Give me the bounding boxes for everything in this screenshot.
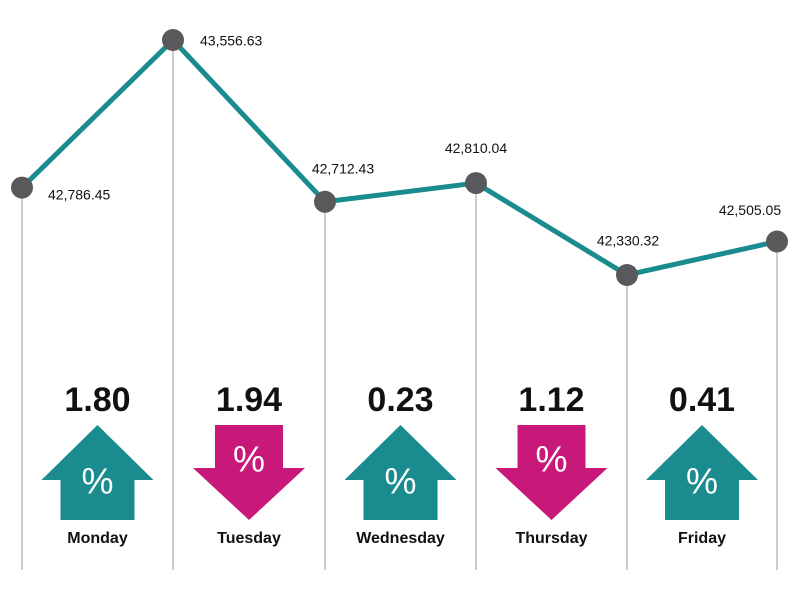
value-label: 43,556.63 xyxy=(200,33,262,49)
change-label: 0.41 xyxy=(669,381,735,419)
arrow xyxy=(41,425,154,520)
change-label: 1.12 xyxy=(518,381,584,419)
day-label: Wednesday xyxy=(356,530,445,547)
change-label: 1.94 xyxy=(216,381,282,419)
arrow xyxy=(495,425,608,520)
percent-symbol: % xyxy=(535,439,567,480)
line xyxy=(20,37,778,278)
value-label: 42,786.45 xyxy=(48,186,110,202)
change-label: 1.80 xyxy=(64,381,130,419)
point xyxy=(314,190,336,213)
arrow xyxy=(344,425,457,520)
percent-symbol: % xyxy=(384,461,416,502)
day-label: Tuesday xyxy=(217,530,281,547)
point xyxy=(766,230,788,253)
percent-symbol: % xyxy=(233,439,265,480)
value-label: 42,810.04 xyxy=(445,140,507,156)
arrow xyxy=(646,425,758,520)
change-label: 0.23 xyxy=(367,381,433,419)
day-label: Monday xyxy=(67,530,128,547)
day-label: Friday xyxy=(678,530,726,547)
value-label: 42,505.05 xyxy=(719,202,781,218)
percent-symbol: % xyxy=(81,461,113,502)
day-label: Thursday xyxy=(515,530,587,547)
percent-symbol: % xyxy=(686,461,718,502)
value-label: 42,712.43 xyxy=(312,160,374,176)
arrow xyxy=(193,425,305,520)
point xyxy=(11,176,33,199)
point xyxy=(162,29,184,51)
value-label: 42,330.32 xyxy=(597,233,659,249)
point xyxy=(616,264,638,286)
point xyxy=(465,172,487,195)
